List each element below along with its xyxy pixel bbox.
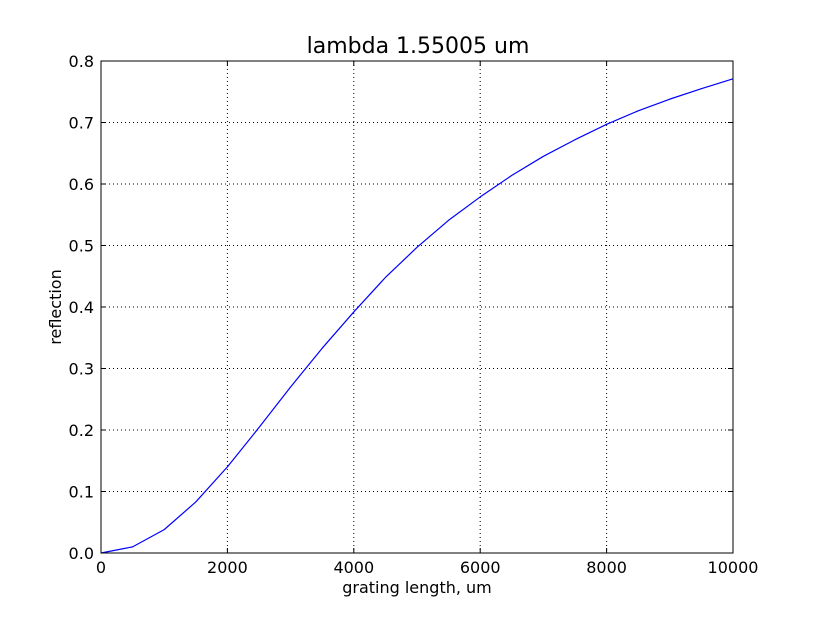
y-tick-label: 0.3: [69, 360, 94, 379]
series-layer: [100, 78, 734, 554]
x-tick-label: 2000: [207, 558, 248, 577]
x-tick-label: 4000: [333, 558, 374, 577]
y-tick-label: 0.1: [69, 483, 94, 502]
x-tick-label: 10000: [708, 558, 759, 577]
y-tick-label: 0.8: [69, 52, 94, 71]
series-line: [100, 78, 734, 554]
y-tick-label: 0.5: [69, 237, 94, 256]
grid: [101, 61, 733, 553]
y-tick-label: 0.2: [69, 421, 94, 440]
chart-title: lambda 1.55005 um: [307, 34, 530, 59]
y-axis-label: reflection: [46, 269, 65, 344]
y-tick-label: 0.0: [69, 544, 94, 563]
ticks: 0 2000 4000 6000 8000 10000 0.0 0.1 0.2 0.3 0.4 0.5…: [69, 52, 759, 577]
y-tick-label: 0.7: [69, 114, 94, 133]
x-tick-label: 0: [96, 558, 106, 577]
y-tick-label: 0.4: [69, 298, 94, 317]
x-axis-label: grating length, um: [342, 578, 492, 597]
y-tick-label: 0.6: [69, 175, 94, 194]
x-tick-label: 6000: [460, 558, 501, 577]
x-tick-label: 8000: [586, 558, 627, 577]
